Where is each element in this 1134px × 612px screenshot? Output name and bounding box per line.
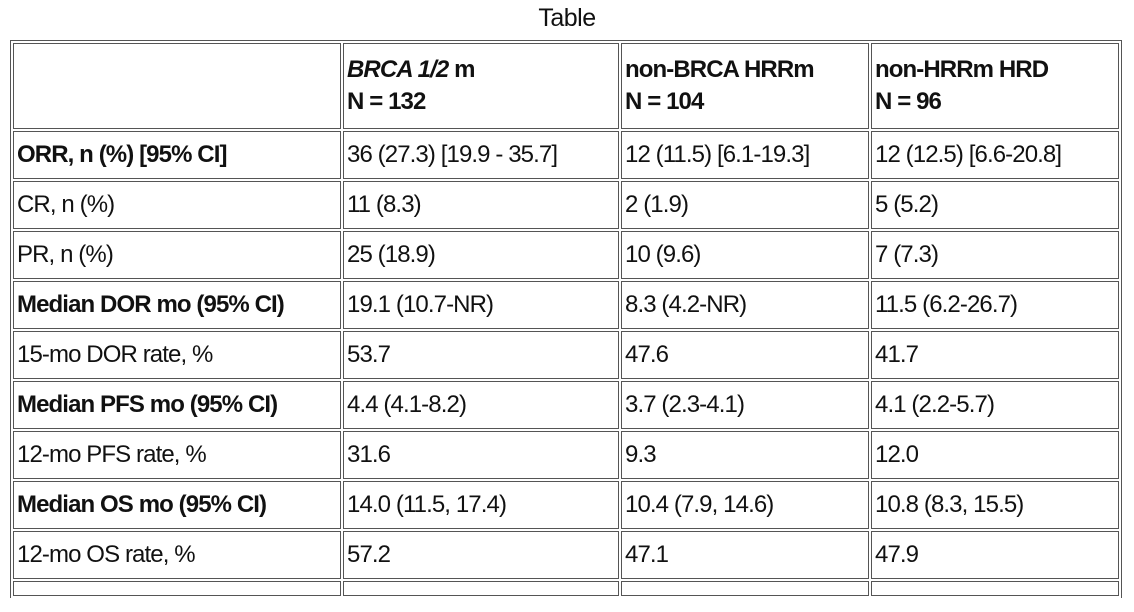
table-cell: 57.2 [343,531,619,579]
table-cell: 36 (27.3) [19.9 - 35.7] [343,131,619,179]
column-title: non-HRRm HRD [875,54,1115,86]
column-n: N = 132 [347,88,426,115]
table-row: 12-mo OS rate, % 57.2 47.1 47.9 [13,531,1119,579]
table-cell: 11 (8.3) [343,181,619,229]
header-cell: non-HRRm HRD N = 96 [871,43,1119,129]
column-title-text: non-BRCA HRRm [625,56,815,83]
table-cell: 2 (1.9) [621,181,869,229]
table-cell: 3.7 (2.3-4.1) [621,381,869,429]
table-row [13,581,1119,596]
column-title: non-BRCA HRRm [625,54,865,86]
table-cell: 41.7 [871,331,1119,379]
column-n: N = 96 [875,88,942,115]
column-n: N = 104 [625,88,704,115]
table-cell: 53.7 [343,331,619,379]
table-cell: 12 (12.5) [6.6-20.8] [871,131,1119,179]
table-cell: 12 (11.5) [6.1-19.3] [621,131,869,179]
table-row: PR, n (%) 25 (18.9) 10 (9.6) 7 (7.3) [13,231,1119,279]
table-cell: 10 (9.6) [621,231,869,279]
table-cell: 4.4 (4.1-8.2) [343,381,619,429]
table-row: Median OS mo (95% CI) 14.0 (11.5, 17.4) 10… [13,481,1119,529]
header-cell [13,43,341,129]
row-label: PR, n (%) [13,231,341,279]
table-cell: 7 (7.3) [871,231,1119,279]
row-label: Median OS mo (95% CI) [13,481,341,529]
table-cell [871,581,1119,596]
table-cell [621,581,869,596]
table-cell: 14.0 (11.5, 17.4) [343,481,619,529]
row-label: 15-mo DOR rate, % [13,331,341,379]
table-cell: 10.8 (8.3, 15.5) [871,481,1119,529]
table-title: Table [538,4,596,32]
table-cell: 31.6 [343,431,619,479]
row-label: ORR, n (%) [95% CI] [13,131,341,179]
row-label: 12-mo OS rate, % [13,531,341,579]
header-cell: non-BRCA HRRm N = 104 [621,43,869,129]
row-label: CR, n (%) [13,181,341,229]
table-row: Median DOR mo (95% CI) 19.1 (10.7-NR) 8.3 … [13,281,1119,329]
table-row: 12-mo PFS rate, % 31.6 9.3 12.0 [13,431,1119,479]
table-cell [13,581,341,596]
column-title-text: m [454,56,475,83]
table-cell: 10.4 (7.9, 14.6) [621,481,869,529]
row-label: Median DOR mo (95% CI) [13,281,341,329]
table-row: ORR, n (%) [95% CI] 36 (27.3) [19.9 - 35.… [13,131,1119,179]
table-cell: 12.0 [871,431,1119,479]
row-label: Median PFS mo (95% CI) [13,381,341,429]
table-row: 15-mo DOR rate, % 53.7 47.6 41.7 [13,331,1119,379]
table-cell [343,581,619,596]
column-title-italic: BRCA 1/2 [347,56,449,83]
column-title-text: non-HRRm HRD [875,56,1049,83]
table-cell: 25 (18.9) [343,231,619,279]
table-cell: 11.5 (6.2-26.7) [871,281,1119,329]
table-cell: 9.3 [621,431,869,479]
table-cell: 19.1 (10.7-NR) [343,281,619,329]
row-label: 12-mo PFS rate, % [13,431,341,479]
table-cell: 5 (5.2) [871,181,1119,229]
column-title: BRCA 1/2 m [347,54,615,86]
table-row: Median PFS mo (95% CI) 4.4 (4.1-8.2) 3.7 (… [13,381,1119,429]
table-row: CR, n (%) 11 (8.3) 2 (1.9) 5 (5.2) [13,181,1119,229]
table-cell: 47.1 [621,531,869,579]
table-cell: 4.1 (2.2-5.7) [871,381,1119,429]
table-cell: 8.3 (4.2-NR) [621,281,869,329]
table-cell: 47.6 [621,331,869,379]
table-cell: 47.9 [871,531,1119,579]
